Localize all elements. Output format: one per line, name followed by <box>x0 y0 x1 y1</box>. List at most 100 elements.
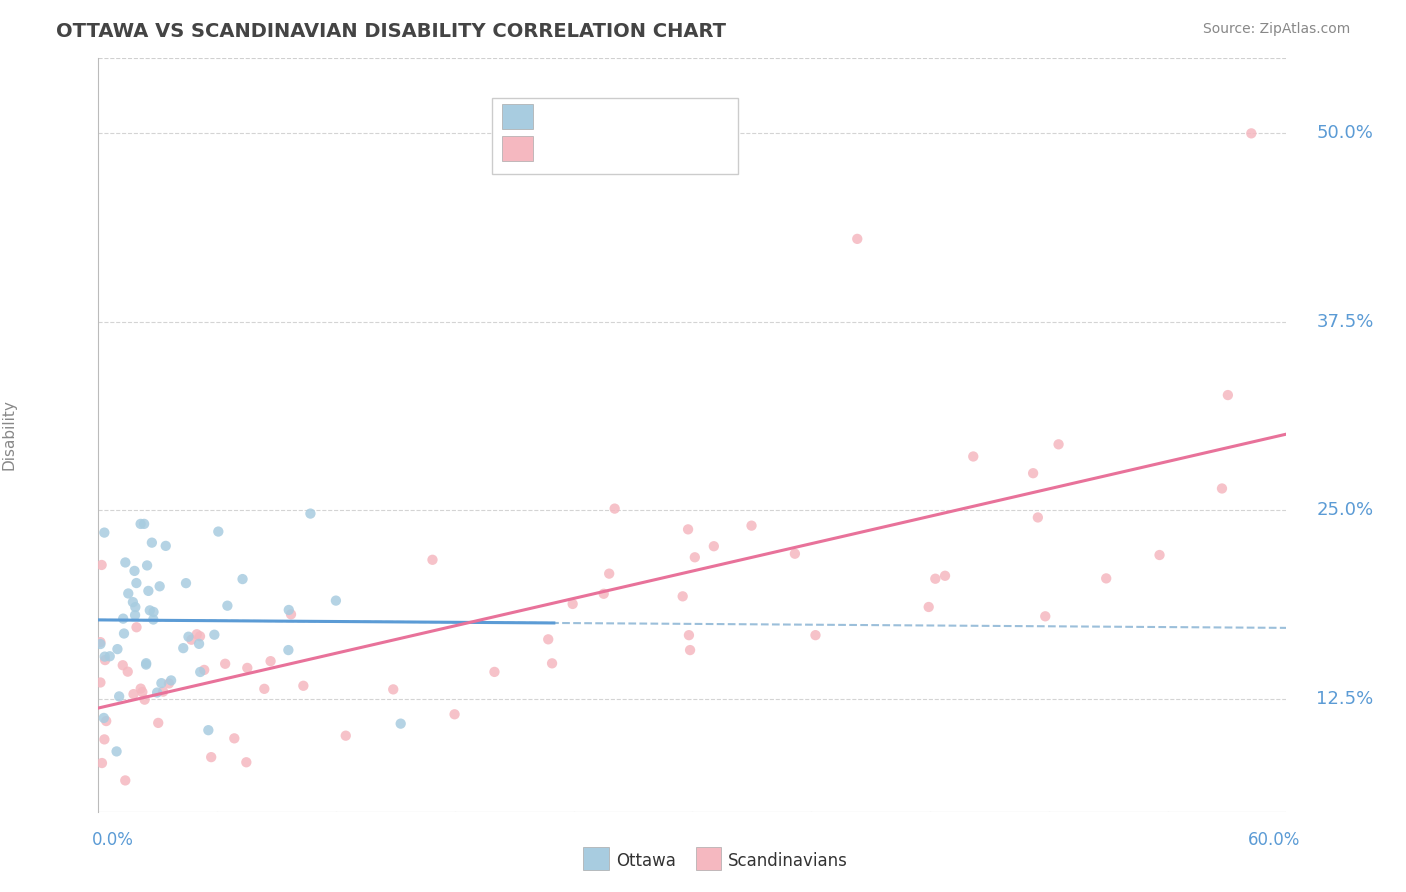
Point <box>188 629 211 643</box>
Point <box>924 572 946 586</box>
Point <box>1022 466 1045 480</box>
Point <box>561 597 583 611</box>
Point <box>93 649 115 664</box>
Point <box>389 716 412 731</box>
Point <box>89 675 111 690</box>
Point <box>217 599 239 613</box>
Point <box>155 539 177 553</box>
Point <box>91 756 114 770</box>
Text: 12.5%: 12.5% <box>1316 690 1374 707</box>
Point <box>292 679 315 693</box>
Text: Disability: Disability <box>1 400 17 470</box>
Point <box>592 587 614 601</box>
Text: Scandinavians: Scandinavians <box>728 852 848 870</box>
Point <box>676 522 699 536</box>
Point <box>672 590 695 604</box>
Point <box>107 642 129 657</box>
Point <box>111 658 134 673</box>
Point <box>135 657 157 672</box>
Point <box>93 525 115 540</box>
Point <box>124 608 146 623</box>
Point <box>142 613 165 627</box>
Point <box>94 653 117 667</box>
Point <box>114 556 136 570</box>
Point <box>188 637 211 651</box>
Point <box>683 550 706 565</box>
Text: R =: R = <box>541 107 581 125</box>
Point <box>188 665 211 679</box>
Point <box>236 661 259 675</box>
Point <box>443 707 465 722</box>
Point <box>89 637 111 651</box>
Point <box>105 744 128 758</box>
Point <box>125 620 148 634</box>
Point <box>172 641 194 656</box>
Point <box>98 649 121 664</box>
Point <box>783 547 806 561</box>
Text: 0.0%: 0.0% <box>91 831 134 849</box>
Point <box>157 676 180 690</box>
Point <box>141 535 163 549</box>
Point <box>280 607 302 622</box>
Point <box>804 628 827 642</box>
Point <box>934 568 956 582</box>
Point <box>124 564 146 578</box>
Point <box>741 518 763 533</box>
Point <box>148 715 170 730</box>
Point <box>299 507 322 521</box>
Point <box>93 711 115 725</box>
Point <box>93 732 115 747</box>
Point <box>108 690 131 704</box>
Point <box>962 450 984 464</box>
Text: 0.254: 0.254 <box>574 107 626 125</box>
Point <box>253 681 276 696</box>
Point <box>134 516 156 531</box>
Point <box>138 583 160 598</box>
Point <box>277 643 299 657</box>
Point <box>202 628 225 642</box>
Point <box>214 657 236 671</box>
Point <box>1216 388 1239 402</box>
Point <box>207 524 229 539</box>
Point <box>129 681 152 696</box>
Point <box>1033 609 1056 624</box>
Point <box>124 600 146 615</box>
Point <box>122 687 145 701</box>
Point <box>122 595 145 609</box>
Point <box>150 676 173 690</box>
Text: N =: N = <box>623 138 662 156</box>
Point <box>177 630 200 644</box>
Point <box>598 566 620 581</box>
Text: 60.0%: 60.0% <box>1249 831 1301 849</box>
Point <box>146 685 169 699</box>
Point <box>152 684 174 698</box>
Point <box>335 729 357 743</box>
Point <box>918 599 941 614</box>
Point <box>134 692 156 706</box>
Point <box>325 593 347 607</box>
Point <box>135 657 157 671</box>
Point <box>136 558 159 573</box>
Point <box>114 773 136 788</box>
Point <box>422 553 444 567</box>
Text: OTTAWA VS SCANDINAVIAN DISABILITY CORRELATION CHART: OTTAWA VS SCANDINAVIAN DISABILITY CORREL… <box>56 22 727 41</box>
Text: 50.0%: 50.0% <box>1316 124 1374 143</box>
Point <box>703 539 725 553</box>
Point <box>129 516 152 531</box>
Point <box>1095 571 1118 585</box>
Point <box>224 731 246 746</box>
Text: 65: 65 <box>655 138 681 156</box>
Text: 0.383: 0.383 <box>574 138 626 156</box>
Point <box>484 665 506 679</box>
Point <box>112 612 135 626</box>
Point <box>537 632 560 647</box>
Point <box>1026 510 1049 524</box>
Point <box>382 682 405 697</box>
Point <box>96 714 118 728</box>
Point <box>90 558 112 572</box>
Point <box>232 572 254 586</box>
Text: N =: N = <box>623 107 662 125</box>
Point <box>259 654 281 668</box>
Point <box>1149 548 1171 562</box>
Point <box>277 603 299 617</box>
